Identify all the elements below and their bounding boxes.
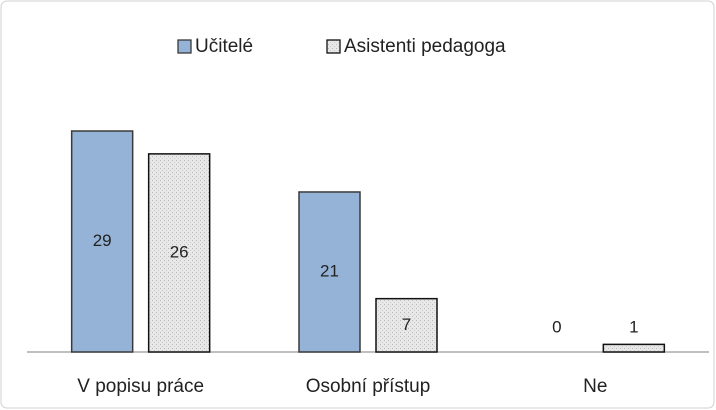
data-label: 7 [402, 315, 411, 334]
bar [70, 130, 134, 353]
x-tick-label: V popisu práce [77, 376, 204, 397]
legend-label: Asistenti pedagoga [344, 36, 506, 57]
legend-swatch [177, 39, 192, 54]
legend-swatch [326, 39, 341, 54]
legend-label: Učitelé [195, 36, 253, 57]
data-label: 21 [320, 261, 339, 280]
data-label: 29 [93, 231, 112, 250]
x-tick-label: Osobní přístup [306, 376, 431, 397]
data-label: 0 [552, 317, 561, 336]
bar [375, 297, 438, 353]
data-label: 1 [629, 317, 638, 336]
bar [298, 191, 361, 353]
x-tick-label: Ne [583, 376, 607, 397]
data-label: 26 [170, 242, 189, 261]
bar [602, 343, 666, 353]
bar [147, 153, 211, 353]
